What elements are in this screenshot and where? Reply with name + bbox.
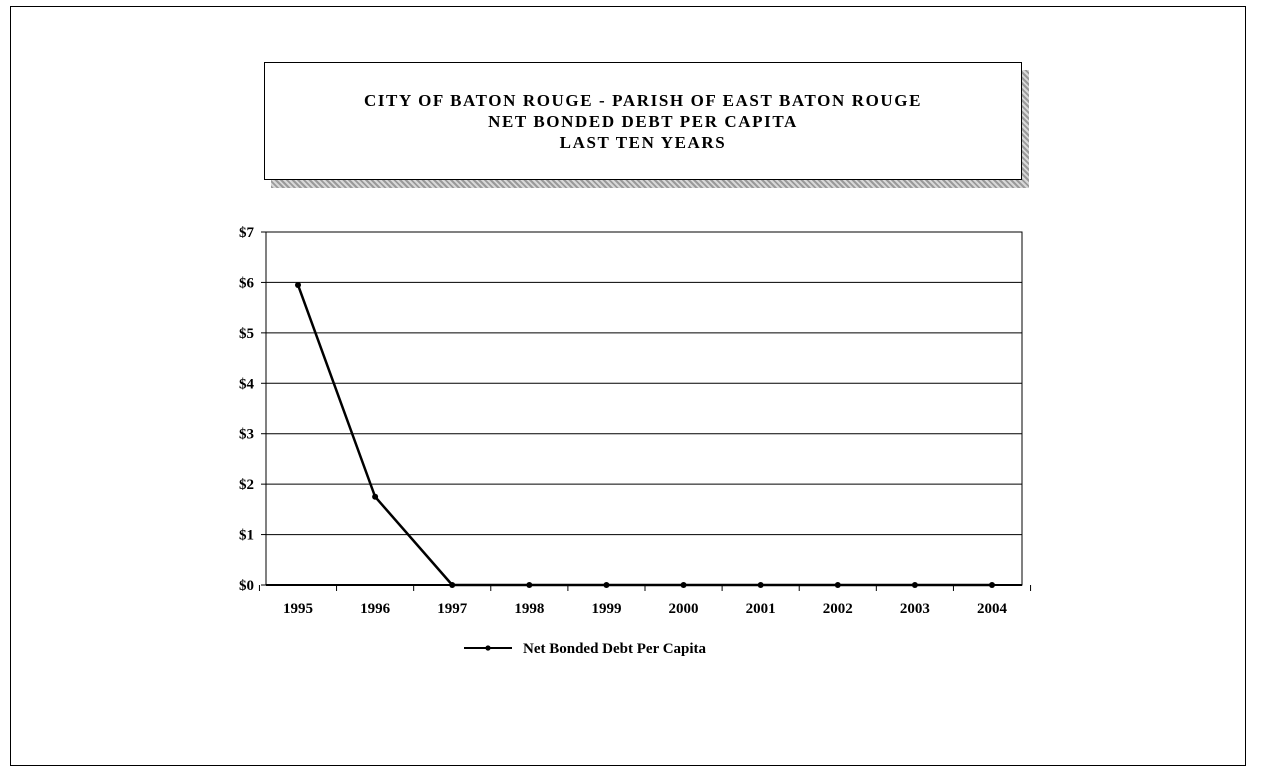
x-tick-label: 1995: [283, 601, 313, 617]
y-axis: $0 $1 $2 $3 $4 $5 $6 $7: [239, 225, 266, 594]
x-axis: 1995 1996 1997 1998 1999 2000 2001 2002 2003 2004: [258, 584, 1032, 617]
y-tick-label: $0: [239, 578, 254, 594]
x-tick-label: 1996: [360, 601, 391, 617]
chart-title-box: CITY OF BATON ROUGE - PARISH OF EAST BAT…: [264, 62, 1022, 180]
data-point: [372, 493, 379, 500]
chart-title-line-1: CITY OF BATON ROUGE - PARISH OF EAST BAT…: [363, 90, 923, 110]
series: [295, 281, 995, 588]
x-tick-label: 1999: [591, 601, 621, 617]
chart-title-line-2: NET BONDED DEBT PER CAPITA: [488, 111, 798, 131]
legend-label: Net Bonded Debt Per Capita: [523, 641, 707, 657]
data-point: [603, 582, 610, 588]
legend-point-marker: [485, 645, 491, 651]
data-point: [989, 582, 995, 588]
y-tick-label: $6: [239, 275, 255, 291]
x-tick-label: 2004: [977, 601, 1008, 617]
y-tick-label: $1: [239, 528, 254, 544]
y-tick-label: $7: [239, 225, 255, 241]
chart-title-line-3: LAST TEN YEARS: [559, 132, 727, 152]
data-point: [449, 582, 456, 588]
data-point: [526, 582, 533, 588]
x-tick-label: 1998: [514, 601, 544, 617]
data-point: [757, 582, 764, 588]
gridlines: [266, 281, 1022, 536]
series-line: [296, 284, 992, 587]
x-tick-label: 2003: [900, 601, 930, 617]
plot-area-frame: [265, 231, 1023, 586]
x-tick-label: 1997: [437, 601, 468, 617]
data-point: [680, 582, 687, 588]
x-tick-label: 2001: [746, 601, 776, 617]
x-tick-label: 2002: [823, 601, 853, 617]
data-point: [295, 281, 301, 288]
x-tick-label: 2000: [669, 601, 699, 617]
legend: Net Bonded Debt Per Capita: [464, 641, 707, 657]
line-chart: $0 $1 $2 $3 $4 $5 $6 $7 1995 1996 1997 1998 1999 200…: [239, 225, 1032, 657]
data-point: [911, 582, 918, 588]
y-tick-label: $4: [239, 376, 255, 392]
y-tick-label: $3: [239, 427, 254, 443]
y-tick-label: $2: [239, 477, 254, 493]
data-point: [834, 582, 841, 588]
y-tick-label: $5: [239, 326, 254, 342]
